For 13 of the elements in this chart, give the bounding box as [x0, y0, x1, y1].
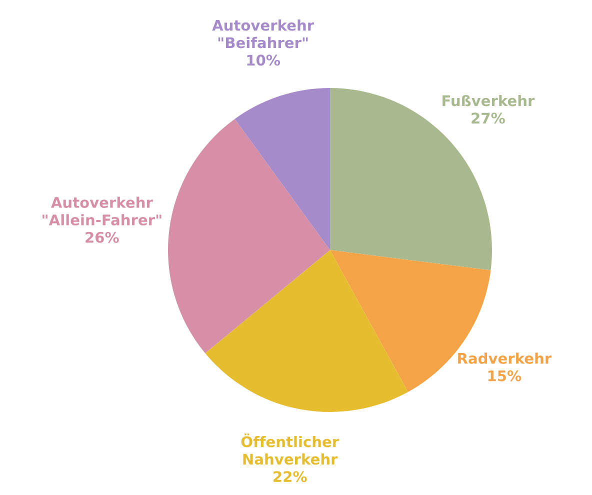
slice-label: Öffentlicher Nahverkehr: [241, 434, 340, 465]
data-label: 27%: [472, 112, 505, 124]
data-label: 22%: [274, 471, 307, 482]
slice-label: Fußverkehr: [442, 94, 535, 106]
pie-slice: [168, 118, 330, 354]
pie-slice: [234, 88, 330, 250]
slice-label: Autoverkehr "Beifahrer": [212, 20, 314, 48]
pie-slice: [205, 250, 408, 412]
slice-label: Radverkehr: [458, 352, 552, 364]
data-label: 10%: [247, 54, 280, 66]
data-label: 15%: [488, 370, 522, 382]
slice-label: Autoverkehr "Allein-Fahrer": [42, 196, 162, 226]
data-label: 26%: [86, 232, 119, 243]
